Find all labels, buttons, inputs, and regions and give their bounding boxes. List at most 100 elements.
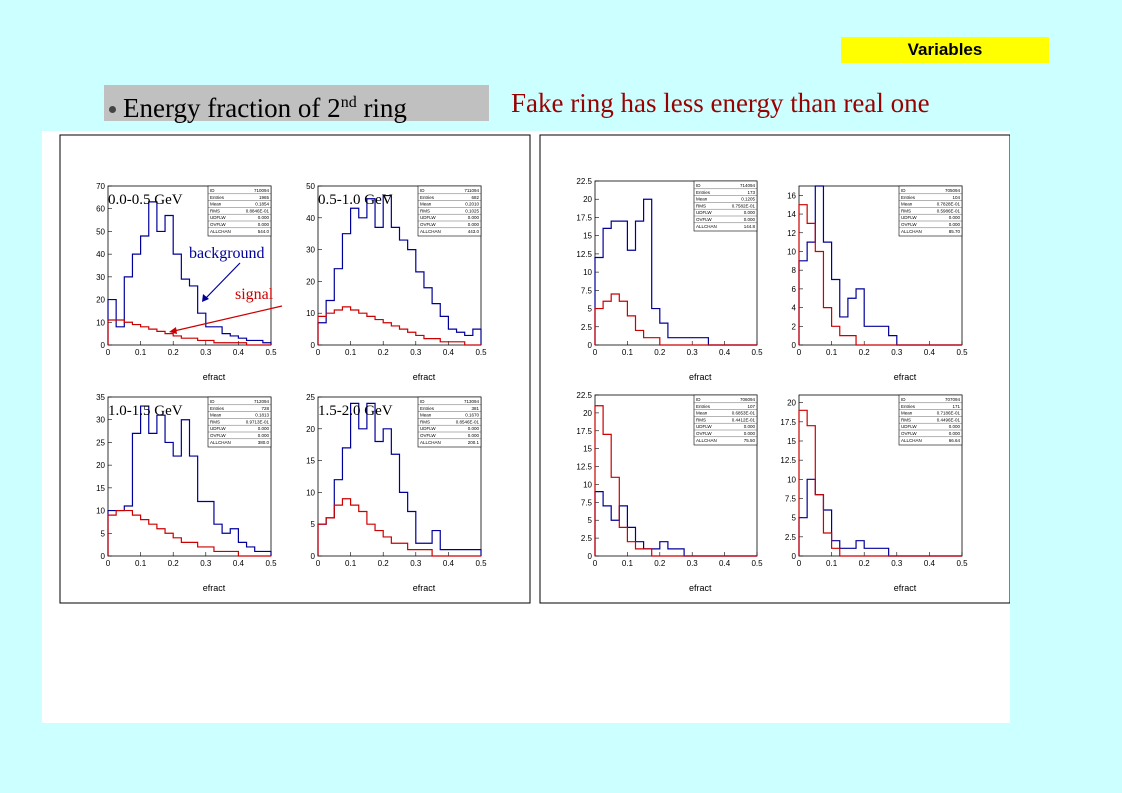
y-tick-label: 40: [96, 250, 105, 259]
page-title: Energy fraction of 2nd ring: [123, 86, 407, 125]
histogram-plot-7: 0 2.5 5 7.5 10 12.5 15 17.5 20 22.5 0 0.1 0.2 0.3 0.4 0…: [576, 391, 763, 593]
stats-key: RMS: [420, 419, 430, 424]
signal-histogram: [798, 409, 962, 557]
x-tick-label: 0.2: [859, 559, 871, 568]
stats-value: 0.5986E-01: [937, 208, 961, 213]
stats-value: 0.1025: [465, 208, 479, 213]
y-tick-label: 0: [101, 341, 106, 350]
x-tick-label: 0.5: [265, 348, 277, 357]
histogram-plot-6: 0 2 4 6 8 10 12 14 16 0 0.1 0.2 0.3 0.4 0.5 efract ID 705…: [787, 185, 968, 382]
x-tick-label: 0.4: [443, 559, 455, 568]
background-arrowhead: [202, 294, 209, 302]
y-tick-label: 15: [583, 232, 592, 241]
histogram-plot-1: 0 10 20 30 40 50 60 70 0 0.1 0.2 0.3 0.4 0.5 efract ID 7…: [96, 182, 277, 382]
stats-value: 104: [952, 195, 960, 200]
stats-value: 0.000: [949, 424, 961, 429]
y-tick-label: 12.5: [780, 456, 796, 465]
stats-key: UDFLW: [210, 215, 226, 220]
y-tick-label: 30: [96, 416, 105, 425]
y-tick-label: 10: [787, 247, 796, 256]
stats-value: 0.000: [744, 210, 756, 215]
stats-key: RMS: [210, 208, 220, 213]
stats-key: ID: [901, 188, 906, 193]
x-axis-label: efract: [894, 372, 917, 382]
stats-value: 0.000: [949, 431, 961, 436]
stats-key: RMS: [210, 419, 220, 424]
signal-label: signal: [235, 286, 274, 303]
y-tick-label: 7.5: [581, 286, 593, 295]
x-tick-label: 0.2: [859, 348, 871, 357]
y-tick-label: 0: [792, 341, 797, 350]
stats-value: 380.0: [258, 440, 270, 445]
stats-key: OVFLW: [210, 222, 226, 227]
y-tick-label: 15: [96, 484, 105, 493]
y-tick-label: 25: [306, 393, 315, 402]
histogram-plot-4: 0 5 10 15 20 25 0 0.1 0.2 0.3 0.4 0.5 efract ID 713094…: [306, 393, 487, 593]
y-tick-label: 20: [96, 461, 105, 470]
x-tick-label: 0.3: [687, 348, 699, 357]
stats-value: 0.000: [744, 431, 756, 436]
y-tick-label: 5: [588, 305, 593, 314]
x-tick-label: 0: [593, 348, 598, 357]
signal-histogram: [594, 405, 757, 557]
stats-value: 714094: [740, 183, 756, 188]
x-tick-label: 0: [593, 559, 598, 568]
x-tick-label: 0.4: [924, 559, 936, 568]
plot-frame: [317, 396, 482, 557]
y-tick-label: 5: [101, 529, 106, 538]
y-tick-label: 20: [787, 399, 796, 408]
signal-arrow: [173, 305, 283, 332]
y-tick-label: 10: [306, 488, 315, 497]
stats-key: ALLCHAN: [210, 440, 231, 445]
stats-key: Mean: [420, 202, 432, 207]
stats-value: 173: [747, 190, 755, 195]
y-tick-label: 16: [787, 191, 796, 200]
stats-value: 144.8: [744, 224, 756, 229]
stats-value: 381: [471, 406, 479, 411]
stats-value: 0.1670: [465, 413, 479, 418]
background-histogram: [107, 201, 272, 345]
x-tick-label: 0: [797, 559, 802, 568]
stats-key: Entries: [420, 195, 435, 200]
stats-key: OVFLW: [210, 433, 226, 438]
stats-key: UDFLW: [696, 424, 712, 429]
plot-frame: [317, 185, 482, 346]
x-tick-label: 0.2: [168, 559, 180, 568]
background-histogram: [317, 194, 482, 345]
y-tick-label: 20: [96, 296, 105, 305]
stats-key: Entries: [696, 404, 711, 409]
y-tick-label: 12.5: [576, 463, 592, 472]
x-tick-label: 0.1: [345, 559, 357, 568]
x-axis-label: efract: [413, 372, 436, 382]
stats-key: ALLCHAN: [696, 438, 717, 443]
stats-key: ID: [210, 399, 215, 404]
x-tick-label: 0.2: [654, 559, 666, 568]
x-tick-label: 0.3: [687, 559, 699, 568]
x-tick-label: 0.1: [135, 348, 147, 357]
stats-key: Mean: [901, 202, 913, 207]
x-tick-label: 0.2: [168, 348, 180, 357]
y-tick-label: 17.5: [780, 418, 796, 427]
y-tick-label: 35: [96, 393, 105, 402]
background-arrow: [204, 262, 241, 300]
x-tick-label: 0.3: [410, 559, 422, 568]
stats-value: 75.50: [744, 438, 756, 443]
x-tick-label: 0.3: [891, 559, 903, 568]
stats-key: UDFLW: [696, 210, 712, 215]
signal-histogram: [317, 498, 481, 557]
x-tick-label: 0.5: [751, 559, 763, 568]
stats-key: ID: [696, 183, 701, 188]
x-tick-label: 0.5: [475, 559, 487, 568]
stats-value: 0.9713E-01: [246, 419, 270, 424]
signal-histogram: [798, 204, 962, 346]
stats-key: ID: [696, 397, 701, 402]
stats-value: 0.000: [949, 215, 961, 220]
stats-key: ALLCHAN: [696, 224, 717, 229]
x-tick-label: 0.1: [826, 348, 838, 357]
plot-frame: [107, 185, 272, 346]
stats-value: 0.1205: [741, 197, 755, 202]
y-tick-label: 2.5: [581, 534, 593, 543]
histogram-plot-2: 0 10 20 30 40 50 0 0.1 0.2 0.3 0.4 0.5 efract ID 71109…: [306, 182, 487, 382]
y-tick-label: 4: [792, 304, 797, 313]
x-tick-label: 0: [316, 559, 321, 568]
